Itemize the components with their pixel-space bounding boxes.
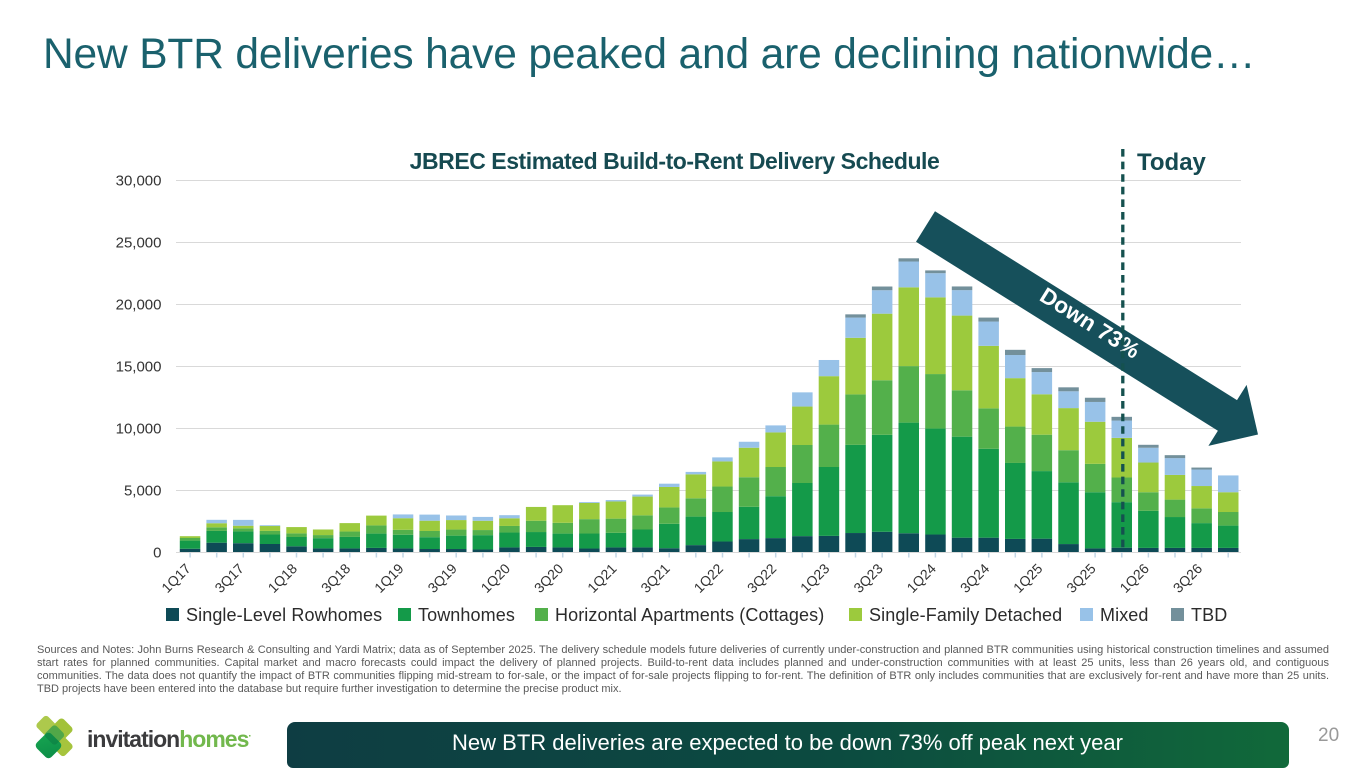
svg-text:1Q24: 1Q24 <box>903 560 939 596</box>
svg-text:1Q25: 1Q25 <box>1010 560 1046 596</box>
svg-text:3Q21: 3Q21 <box>637 560 673 596</box>
svg-text:25,000: 25,000 <box>116 235 162 252</box>
svg-text:3Q24: 3Q24 <box>957 560 993 596</box>
svg-text:3Q25: 3Q25 <box>1063 560 1099 596</box>
svg-text:1Q26: 1Q26 <box>1116 560 1152 596</box>
svg-text:1Q18: 1Q18 <box>265 560 301 596</box>
svg-text:3Q18: 3Q18 <box>318 560 354 596</box>
svg-text:30,000: 30,000 <box>116 173 162 190</box>
svg-text:0: 0 <box>153 545 161 562</box>
svg-text:3Q19: 3Q19 <box>424 560 460 596</box>
svg-text:1Q22: 1Q22 <box>691 560 727 596</box>
svg-text:10,000: 10,000 <box>116 421 162 438</box>
svg-text:3Q17: 3Q17 <box>211 560 247 596</box>
svg-text:1Q19: 1Q19 <box>371 560 407 596</box>
svg-text:1Q23: 1Q23 <box>797 560 833 596</box>
svg-text:3Q20: 3Q20 <box>531 560 567 596</box>
svg-text:20,000: 20,000 <box>116 297 162 314</box>
svg-text:1Q20: 1Q20 <box>478 560 514 596</box>
svg-text:3Q23: 3Q23 <box>850 560 886 596</box>
svg-text:3Q26: 3Q26 <box>1170 560 1206 596</box>
svg-text:15,000: 15,000 <box>116 359 162 376</box>
svg-text:1Q21: 1Q21 <box>584 560 620 596</box>
svg-text:5,000: 5,000 <box>124 483 162 500</box>
svg-text:3Q22: 3Q22 <box>744 560 780 596</box>
svg-text:1Q17: 1Q17 <box>158 560 194 596</box>
